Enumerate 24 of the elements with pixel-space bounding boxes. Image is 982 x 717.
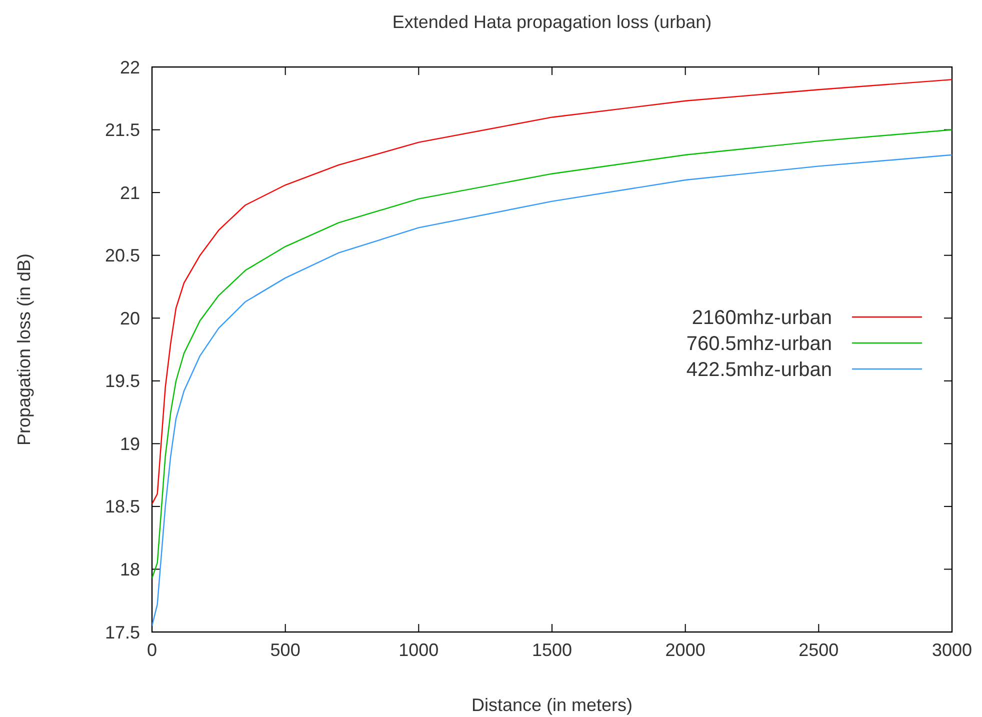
x-axis-title: Distance (in meters) [471, 695, 633, 715]
y-tick-label: 18.5 [104, 496, 140, 517]
y-tick-label: 18 [120, 560, 140, 580]
x-tick-label: 1000 [398, 640, 439, 660]
x-tick-label: 500 [270, 640, 300, 660]
x-tick-label: 3000 [932, 640, 972, 660]
y-tick-label: 22 [120, 57, 140, 78]
y-tick-label: 19 [120, 434, 140, 454]
y-tick-label: 21.5 [104, 120, 140, 140]
y-tick-label: 19.5 [104, 371, 140, 392]
legend-label: 2160mhz-urban [692, 307, 832, 329]
y-tick-label: 17.5 [104, 622, 140, 642]
line-series [152, 78, 952, 505]
y-tick-label: 21 [120, 182, 140, 203]
x-tick-label: 0 [146, 640, 158, 660]
chart-title: Extended Hata propagation loss (urban) [392, 12, 712, 32]
y-axis-title: Propagation loss (in dB) [14, 253, 34, 446]
x-tick-label: 2000 [665, 640, 706, 660]
legend-label: 760.5mhz-urban [686, 333, 832, 355]
y-tick-label: 20 [120, 308, 140, 328]
y-tick-label: 20.5 [104, 246, 140, 266]
legend-label: 422.5mhz-urban [686, 359, 832, 381]
x-tick-label: 2500 [798, 640, 839, 660]
x-tick-label: 1500 [532, 640, 572, 660]
